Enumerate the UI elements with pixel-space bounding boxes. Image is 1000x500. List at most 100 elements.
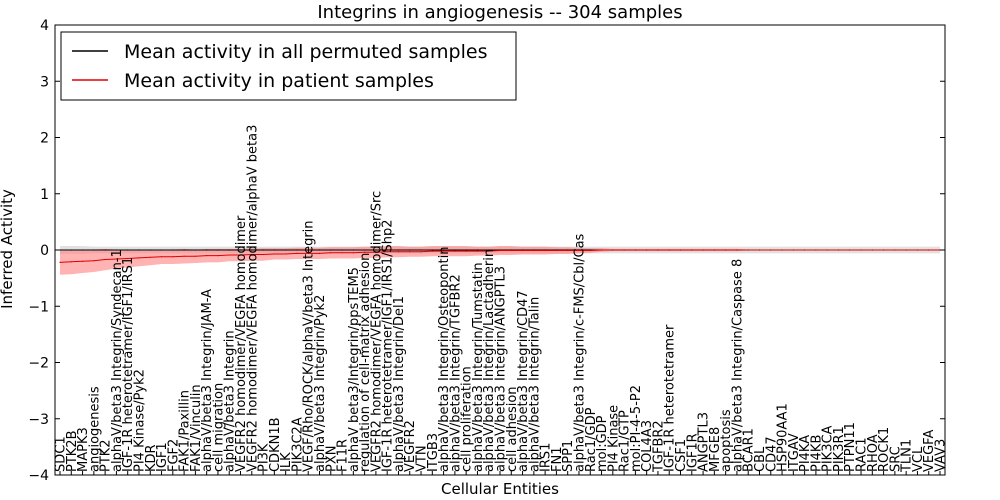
data-point xyxy=(183,255,185,257)
category-label: PTK2 xyxy=(99,439,114,472)
data-point xyxy=(285,253,287,255)
data-point xyxy=(307,252,309,254)
data-point xyxy=(634,249,636,251)
category-label: MFGE8 xyxy=(708,427,723,472)
category-label: cell proliferation xyxy=(460,366,475,472)
data-point xyxy=(251,253,253,256)
category-label: IGF-1R heterotetramer/IGF1/IRS1 xyxy=(121,257,136,472)
data-point xyxy=(296,252,298,254)
data-point xyxy=(352,252,354,254)
legend: Mean activity in all permuted samples Me… xyxy=(60,31,517,101)
category-label: COL4A3 xyxy=(640,420,655,472)
data-point xyxy=(59,261,61,263)
category-label: alphaV/beta3 Integrin/TGFBR2 xyxy=(448,274,463,472)
data-point xyxy=(533,249,535,252)
y-axis-ticks: −4 −3 −2 −1 0 1 2 3 4 xyxy=(28,18,945,484)
category-label: alphaV/beta3 Integrin/Lactadherin xyxy=(482,249,497,472)
data-point xyxy=(194,255,196,257)
category-label: alphaV/beta3 Integrin/JAM-A xyxy=(200,289,215,472)
category-label: cell adhesion xyxy=(505,386,520,472)
data-point xyxy=(849,249,851,251)
data-point xyxy=(239,254,242,256)
category-label: PIK3CA xyxy=(821,425,836,472)
data-point xyxy=(397,251,400,253)
data-point xyxy=(476,250,479,252)
data-point xyxy=(206,255,208,257)
data-point xyxy=(860,249,862,251)
data-point xyxy=(81,260,84,262)
category-label: MAPK3 xyxy=(76,427,91,472)
data-point xyxy=(273,249,275,251)
data-point xyxy=(589,249,591,252)
data-point xyxy=(409,251,411,253)
data-point xyxy=(330,249,332,251)
category-label: alphaV/beta3 Integrin/Caspase 8 xyxy=(730,259,745,472)
category-label: cell migration xyxy=(211,383,226,472)
category-label: PIK3C2A xyxy=(290,417,305,472)
data-point xyxy=(104,249,106,251)
data-point xyxy=(194,249,196,251)
data-point xyxy=(431,249,433,251)
category-label: VTN xyxy=(415,445,430,472)
data-point xyxy=(262,253,264,256)
category-label: ANGPTL3 xyxy=(697,412,712,472)
data-point xyxy=(296,249,298,251)
category-label: CD47 xyxy=(764,436,779,472)
data-point xyxy=(894,249,896,251)
category-label: Rac1/GTP xyxy=(618,410,633,472)
data-point xyxy=(262,249,264,251)
data-point xyxy=(93,249,95,251)
category-label: FN1 xyxy=(550,447,565,472)
legend-box xyxy=(60,31,517,101)
data-point xyxy=(81,249,84,251)
y-tick-label: −2 xyxy=(28,356,49,372)
category-label: HSP90AA1 xyxy=(776,403,791,472)
data-point xyxy=(476,249,479,251)
data-point xyxy=(657,249,659,251)
data-point xyxy=(70,261,72,263)
data-point xyxy=(206,249,208,251)
data-point xyxy=(567,249,569,252)
data-point xyxy=(318,252,321,254)
category-label: alphaV/beta3 Integrin/Pyk2 xyxy=(313,295,328,472)
data-point xyxy=(149,256,151,258)
data-point xyxy=(93,260,95,262)
category-label: apoptosis xyxy=(719,409,734,472)
category-label: PI4 Kinase xyxy=(606,405,621,472)
category-label: PXN xyxy=(324,446,339,472)
data-point xyxy=(251,249,253,251)
data-point xyxy=(115,249,118,251)
category-label: FAK1/Vinculin xyxy=(189,384,204,472)
category-label: VEGFR2 homodimer/VEGFA homodimer/Src xyxy=(369,191,384,472)
data-point xyxy=(70,249,72,251)
category-label: CSF1 xyxy=(674,439,689,472)
chart-title: Integrins in angiogenesis -- 304 samples xyxy=(317,2,682,23)
data-point xyxy=(217,249,219,251)
data-point xyxy=(747,249,749,251)
data-point xyxy=(217,255,219,257)
data-point xyxy=(442,249,445,251)
data-point xyxy=(149,249,151,251)
data-point xyxy=(352,249,354,251)
data-point xyxy=(713,249,715,251)
category-label: ROCK1 xyxy=(877,427,892,472)
category-label: FAK1/Paxillin xyxy=(178,390,193,472)
data-point xyxy=(273,253,275,255)
category-label: IGF1R xyxy=(685,433,700,472)
data-point xyxy=(138,257,140,259)
category-label: alphaV/beta3 Integrin/c-FMS/Cbl/Cas xyxy=(572,233,587,472)
data-point xyxy=(521,249,524,252)
category-label: ITGAV xyxy=(787,433,802,472)
y-axis-label: Inferred Activity xyxy=(0,189,16,309)
category-label: CBL xyxy=(753,446,768,472)
data-point xyxy=(420,251,422,253)
category-label: alphaV/beta3 Integrin/ANGPTL3 xyxy=(494,266,509,472)
data-point xyxy=(488,249,490,251)
data-point xyxy=(364,251,366,253)
data-point xyxy=(837,249,840,251)
category-label: alphaV beta3/Integrin/ppsTEM5 xyxy=(347,267,362,472)
data-point xyxy=(691,249,693,251)
category-label: PTK2B xyxy=(65,430,80,472)
data-point xyxy=(544,249,546,252)
data-point xyxy=(442,250,445,252)
